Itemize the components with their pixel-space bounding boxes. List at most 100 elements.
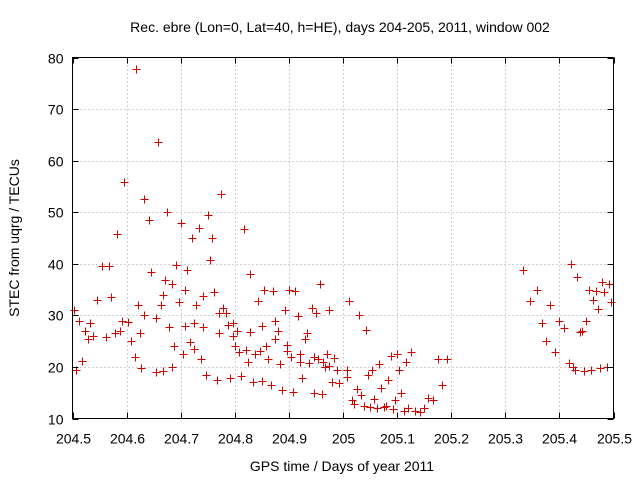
data-point (305, 359, 314, 368)
data-point (267, 381, 276, 390)
data-point (298, 374, 307, 383)
data-point (157, 301, 166, 310)
data-point (140, 195, 149, 204)
data-point (127, 337, 136, 346)
data-point (368, 366, 377, 375)
data-point (565, 359, 574, 368)
data-point (271, 317, 280, 326)
data-point (312, 309, 321, 318)
data-point (289, 388, 298, 397)
data-point (567, 260, 576, 269)
data-point (318, 390, 327, 399)
data-point (183, 266, 192, 275)
data-point (262, 342, 271, 351)
data-point (217, 190, 226, 199)
data-point (264, 355, 273, 364)
data-point (526, 297, 535, 306)
data-point (89, 332, 98, 341)
data-point (296, 358, 305, 367)
data-point (411, 407, 420, 416)
data-point (542, 337, 551, 346)
data-point (375, 360, 384, 369)
data-point (172, 261, 181, 270)
data-point (98, 262, 107, 271)
data-point (362, 326, 371, 335)
data-point (202, 371, 211, 380)
data-point (197, 355, 206, 364)
data-point (86, 319, 95, 328)
data-point (316, 280, 325, 289)
data-point (195, 224, 204, 233)
x-tick-label: 204.5 (56, 431, 91, 447)
data-point (357, 391, 366, 400)
data-point (163, 208, 172, 217)
data-point (592, 287, 601, 296)
data-point (78, 357, 87, 366)
data-point (237, 372, 246, 381)
data-point (240, 225, 249, 234)
data-point (258, 377, 267, 386)
data-point (111, 329, 120, 338)
data-point (424, 394, 433, 403)
data-point (573, 273, 582, 282)
data-point (373, 404, 382, 413)
data-point (596, 364, 605, 373)
data-point (226, 374, 235, 383)
data-point (120, 178, 129, 187)
data-point (594, 305, 603, 314)
data-point (154, 138, 163, 147)
data-point (310, 353, 319, 362)
data-point (256, 347, 265, 356)
data-point (328, 378, 337, 387)
data-point (140, 311, 149, 320)
data-point (395, 366, 404, 375)
data-point (377, 384, 386, 393)
data-point (366, 403, 375, 412)
data-point (296, 350, 305, 359)
data-point (70, 306, 79, 315)
data-point (233, 327, 242, 336)
data-point (251, 350, 260, 359)
data-point (589, 296, 598, 305)
data-point (192, 301, 201, 310)
data-point (246, 270, 255, 279)
data-point (407, 348, 416, 357)
data-point (291, 287, 300, 296)
data-point (84, 335, 93, 344)
data-point (219, 304, 228, 313)
y-tick-label: 60 (48, 154, 64, 170)
data-point (249, 378, 258, 387)
data-point (170, 342, 179, 351)
data-point (231, 342, 240, 351)
data-point (389, 405, 398, 414)
data-point (206, 256, 215, 265)
data-point (188, 234, 197, 243)
data-point (145, 216, 154, 225)
y-tick-label: 50 (48, 205, 64, 221)
data-point (229, 319, 238, 328)
data-point (152, 314, 161, 323)
data-point (387, 352, 396, 361)
y-axis-title: STEC from uqrg / TECUs (6, 159, 22, 317)
data-point (335, 379, 344, 388)
data-point (165, 323, 174, 332)
data-point (75, 317, 84, 326)
y-tick-label: 30 (48, 308, 64, 324)
x-axis-title: GPS time / Days of year 2011 (250, 458, 434, 474)
data-point (235, 348, 244, 357)
data-point (199, 323, 208, 332)
data-point (343, 366, 352, 375)
data-point (598, 278, 607, 287)
data-point (276, 360, 285, 369)
data-point (152, 368, 161, 377)
data-point (345, 297, 354, 306)
data-point (271, 335, 280, 344)
data-point (161, 276, 170, 285)
data-point (353, 385, 362, 394)
data-point (350, 400, 359, 409)
data-point (533, 286, 542, 295)
data-point (607, 298, 616, 307)
data-point (274, 327, 283, 336)
y-tick-label: 10 (48, 412, 64, 428)
data-point (213, 376, 222, 385)
